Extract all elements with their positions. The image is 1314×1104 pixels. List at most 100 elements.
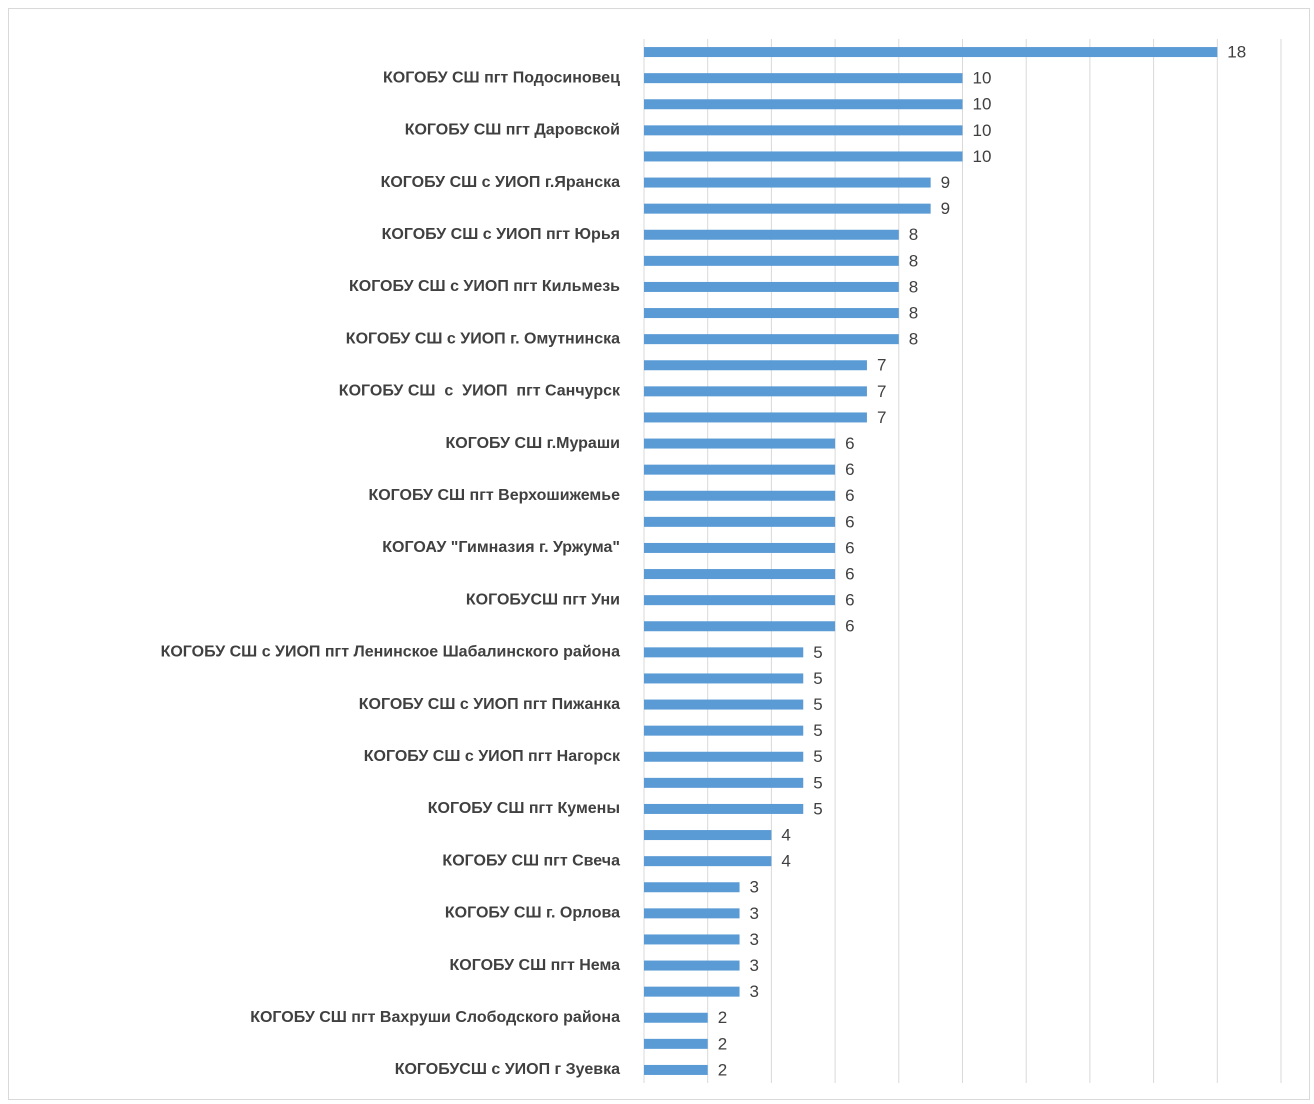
data-label: 6: [845, 591, 854, 610]
y-tick-label: КОГОБУ СШ с УИОП пгт Юрья: [382, 226, 620, 243]
bar: [644, 856, 772, 867]
bar: [644, 490, 836, 501]
y-tick-label: КОГОБУ СШ г.Мураши: [446, 435, 620, 452]
bar: [644, 908, 740, 919]
bar: [644, 203, 931, 214]
bar: [644, 751, 804, 762]
data-label: 8: [909, 225, 918, 244]
bar: [644, 960, 740, 971]
data-label: 3: [750, 956, 759, 975]
data-label: 6: [845, 460, 854, 479]
y-tick-label: КОГОБУ СШ с УИОП пгт Ленинское Шабалинск…: [161, 644, 621, 661]
bar: [644, 151, 963, 162]
bar: [644, 647, 804, 658]
bar: [644, 47, 1218, 58]
data-label: 3: [750, 982, 759, 1001]
bar: [644, 412, 867, 423]
y-tick-label: КОГОБУ СШ г. Орлова: [445, 905, 620, 922]
y-tick-label: КОГОБУ СШ с УИОП пгт Пижанка: [359, 696, 620, 713]
data-label: 6: [845, 538, 854, 557]
data-label: 6: [845, 512, 854, 531]
bar: [644, 777, 804, 788]
bar: [644, 699, 804, 710]
bar: [644, 360, 867, 371]
data-label: 5: [813, 669, 822, 688]
data-label: 9: [941, 199, 950, 218]
bar: [644, 725, 804, 736]
data-label: 8: [909, 277, 918, 296]
data-label: 4: [781, 826, 790, 845]
y-tick-label: КОГОБУ СШ с УИОП пгт Кильмезь: [349, 278, 620, 295]
data-label: 3: [750, 878, 759, 897]
data-label: 8: [909, 330, 918, 349]
data-label: 7: [877, 382, 886, 401]
bar: [644, 73, 963, 84]
data-label: 6: [845, 617, 854, 636]
bar: [644, 934, 740, 945]
data-label: 3: [750, 904, 759, 923]
data-label: 5: [813, 721, 822, 740]
bar: [644, 1012, 708, 1023]
y-tick-label: КОГОБУ СШ пгт Верхошижемье: [368, 487, 620, 504]
bar: [644, 569, 836, 580]
data-label: 7: [877, 408, 886, 427]
data-label: 5: [813, 695, 822, 714]
data-label: 5: [813, 643, 822, 662]
bar: [644, 516, 836, 527]
bar: [644, 673, 804, 684]
bar: [644, 281, 899, 292]
bar: [644, 882, 740, 893]
bar: [644, 386, 867, 397]
y-tick-label: КОГОБУ СШ пгт Подосиновец: [383, 69, 620, 86]
data-label: 5: [813, 773, 822, 792]
data-label: 4: [781, 852, 790, 871]
data-label: 6: [845, 434, 854, 453]
data-label: 18: [1227, 43, 1246, 62]
bar: [644, 464, 836, 475]
data-label: 5: [813, 747, 822, 766]
bar: [644, 1038, 708, 1049]
bar: [644, 177, 931, 188]
y-tick-label: КОГОБУ СШ пгт Вахруши Слободского района: [250, 1009, 620, 1026]
y-tick-label: КОГОБУ СШ пгт Кумены: [428, 800, 620, 817]
data-label: 6: [845, 565, 854, 584]
data-label: 10: [973, 69, 992, 88]
bar: [644, 830, 772, 841]
bar: [644, 255, 899, 266]
data-label: 10: [973, 121, 992, 140]
data-label: 3: [750, 930, 759, 949]
y-tick-label: КОГОБУ СШ пгт Нема: [450, 957, 621, 974]
data-label: 2: [718, 1008, 727, 1027]
y-tick-label: КОГОБУСШ с УИОП г Зуевка: [395, 1061, 620, 1078]
y-tick-label: КОГОАУ "Гимназия г. Уржума": [382, 539, 620, 556]
data-label: 6: [845, 486, 854, 505]
bar: [644, 803, 804, 814]
data-label: 2: [718, 1034, 727, 1053]
data-label: 9: [941, 173, 950, 192]
bar: [644, 595, 836, 606]
data-label: 10: [973, 95, 992, 114]
bar: [644, 229, 899, 240]
data-label: 7: [877, 356, 886, 375]
bar: [644, 542, 836, 553]
data-label: 2: [718, 1060, 727, 1079]
bar: [644, 986, 740, 997]
y-tick-label: КОГОБУ СШ с УИОП пгт Санчурск: [339, 383, 621, 400]
y-tick-label: КОГОБУ СШ с УИОП пгт Нагорск: [364, 748, 621, 765]
y-tick-label: КОГОБУ СШ с УИОП г. Омутнинска: [346, 330, 620, 347]
data-label: 10: [973, 147, 992, 166]
bar: [644, 334, 899, 345]
bar: [644, 438, 836, 449]
y-tick-label: КОГОБУСШ пгт Уни: [466, 591, 620, 608]
bar: [644, 1064, 708, 1075]
y-tick-label: КОГОБУ СШ с УИОП г.Яранска: [381, 174, 621, 191]
bar: [644, 308, 899, 319]
y-tick-label: КОГОБУ СШ пгт Даровской: [405, 122, 620, 139]
bar: [644, 125, 963, 136]
bar: [644, 99, 963, 110]
data-label: 5: [813, 799, 822, 818]
data-label: 8: [909, 304, 918, 323]
y-tick-label: КОГОБУ СШ пгт Свеча: [442, 852, 620, 869]
